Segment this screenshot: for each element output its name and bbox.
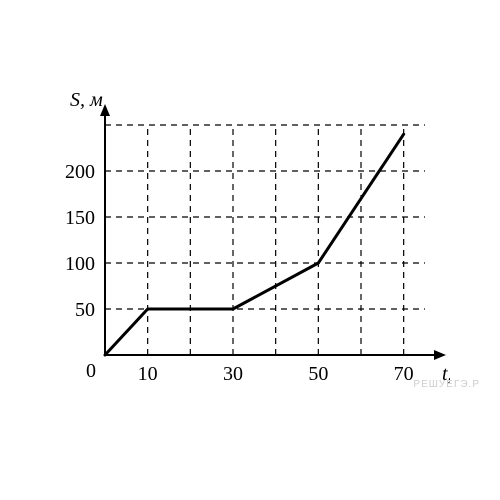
svg-text:100: 100 bbox=[65, 253, 95, 275]
svg-text:70: 70 bbox=[394, 363, 414, 385]
chart-container: 50100150200103050700S, мt, с bbox=[50, 80, 450, 400]
svg-text:200: 200 bbox=[65, 161, 95, 183]
svg-text:50: 50 bbox=[308, 363, 328, 385]
svg-text:10: 10 bbox=[138, 363, 158, 385]
svg-text:150: 150 bbox=[65, 207, 95, 229]
svg-text:30: 30 bbox=[223, 363, 243, 385]
line-chart: 50100150200103050700S, мt, с bbox=[50, 80, 450, 400]
svg-text:0: 0 bbox=[86, 360, 96, 382]
watermark-text: РЕШУЕГЭ.Р bbox=[413, 379, 480, 390]
svg-text:S, м: S, м bbox=[70, 89, 103, 111]
svg-text:50: 50 bbox=[75, 299, 95, 321]
